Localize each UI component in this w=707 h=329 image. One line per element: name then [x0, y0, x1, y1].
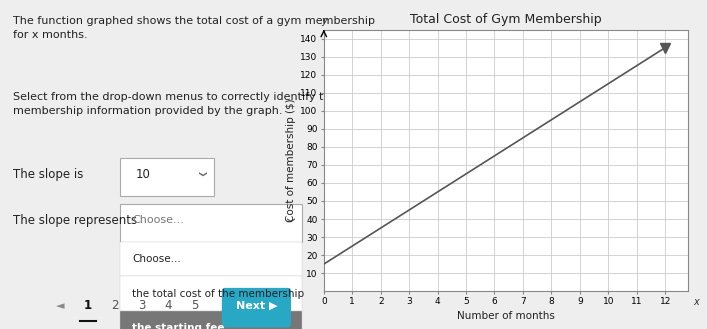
Title: Total Cost of Gym Membership: Total Cost of Gym Membership: [410, 13, 602, 26]
Text: The slope is: The slope is: [13, 168, 83, 181]
Text: y: y: [321, 16, 327, 26]
Text: 10: 10: [135, 168, 150, 181]
Bar: [119, 276, 302, 311]
Bar: [119, 204, 302, 242]
Text: 3: 3: [138, 299, 145, 313]
Text: the starting fee: the starting fee: [132, 323, 225, 329]
Text: x: x: [694, 296, 699, 307]
Text: The function graphed shows the total cost of a gym membership
for x months.: The function graphed shows the total cos…: [13, 16, 375, 40]
Text: 5: 5: [192, 299, 199, 313]
Text: the total cost of the membership: the total cost of the membership: [132, 289, 304, 299]
Text: The slope represents: The slope represents: [13, 214, 136, 227]
Text: Choose...: Choose...: [132, 215, 184, 225]
Y-axis label: Cost of membership ($): Cost of membership ($): [286, 99, 296, 222]
Text: ❯: ❯: [285, 217, 294, 224]
Bar: [119, 242, 302, 276]
FancyBboxPatch shape: [222, 288, 291, 327]
Text: 1: 1: [84, 299, 92, 313]
Text: ❯: ❯: [197, 171, 206, 178]
X-axis label: Number of months: Number of months: [457, 311, 555, 320]
Text: 4: 4: [165, 299, 172, 313]
Text: 2: 2: [111, 299, 119, 313]
Bar: [119, 158, 214, 196]
Text: ◄: ◄: [56, 301, 64, 311]
Text: Select from the drop-down menus to correctly identify the gym
membership informa: Select from the drop-down menus to corre…: [13, 92, 365, 116]
Bar: [119, 311, 302, 329]
Text: Choose...: Choose...: [132, 254, 181, 264]
Text: Next ▶: Next ▶: [235, 301, 277, 311]
